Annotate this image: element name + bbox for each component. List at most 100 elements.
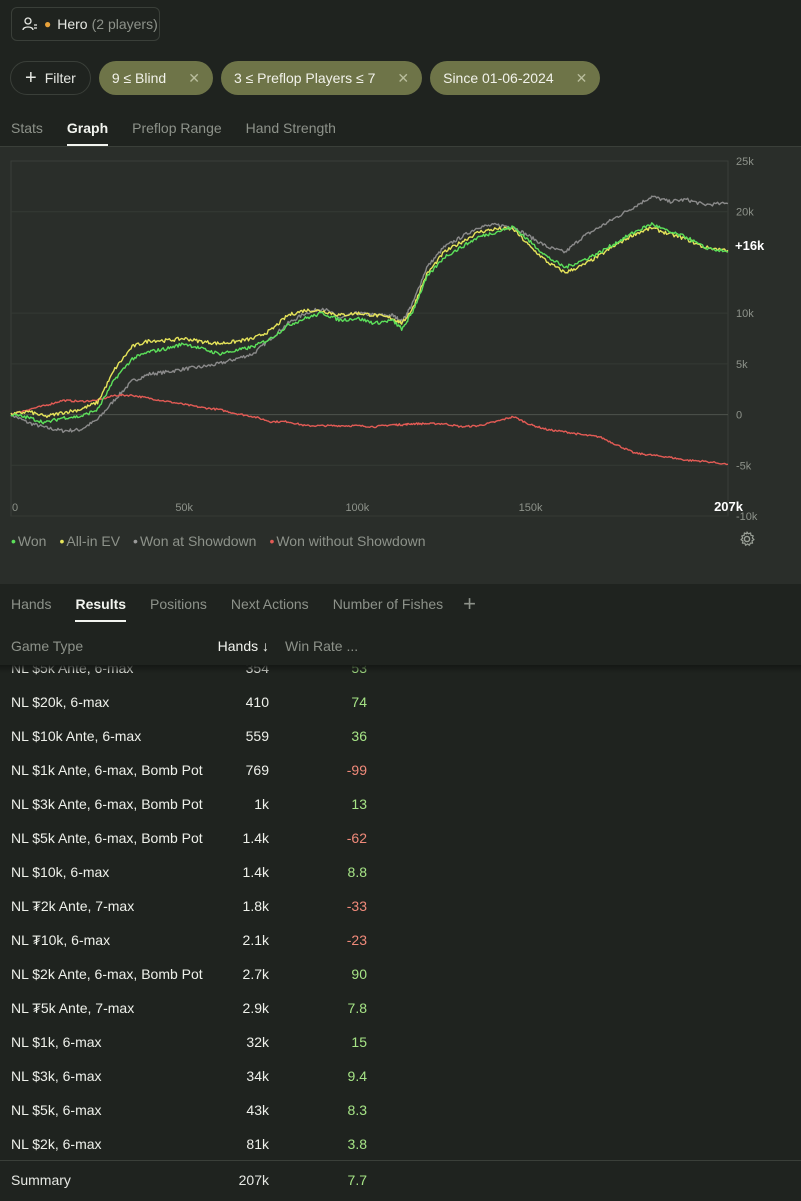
filter-chip-preflop-players[interactable]: 3 ≤ Preflop Players ≤ 7 ✕: [220, 61, 423, 95]
table-row[interactable]: NL $3k Ante, 6-max, Bomb Pot 1k 13: [0, 788, 801, 822]
legend-dot: •: [59, 533, 65, 549]
legend-won[interactable]: • Won: [11, 533, 46, 549]
row-win-rate: -62: [346, 830, 367, 846]
tab-hands[interactable]: Hands: [11, 596, 52, 612]
add-tab-icon[interactable]: +: [463, 591, 477, 616]
row-game-type: NL $2k Ante, 6-max, Bomb Pot: [11, 966, 203, 982]
x-tick-label: 0: [12, 502, 18, 514]
profit-chart: 25k 20k 10k 5k 0 -5k -10k 0 50k 100k 150k +16k 20…: [10, 156, 765, 522]
row-game-type: NL $1k Ante, 6-max, Bomb Pot: [11, 762, 203, 778]
main-tabs: Stats Graph Preflop Range Hand Strength: [11, 120, 336, 146]
legend-dot: •: [133, 533, 138, 549]
table-body: NL $5k Ante, 6-max35453NL $20k, 6-max410…: [0, 665, 801, 1160]
close-icon[interactable]: ✕: [188, 69, 200, 86]
tab-positions[interactable]: Positions: [150, 596, 207, 612]
tab-next-actions[interactable]: Next Actions: [230, 596, 309, 612]
x-tick-label: 150k: [519, 502, 543, 514]
legend-dot: •: [11, 533, 16, 549]
plus-icon: +: [25, 67, 37, 89]
row-hands: 1k: [254, 796, 269, 812]
y-tick-label: 25k: [736, 156, 754, 168]
tab-results[interactable]: Results: [75, 596, 127, 622]
series-lines: [10, 195, 729, 466]
table-row[interactable]: NL $1k, 6-max 32k 15: [0, 1026, 801, 1060]
table-row[interactable]: NL $1k Ante, 6-max, Bomb Pot 769 -99: [0, 754, 801, 788]
filter-chip-blind[interactable]: 9 ≤ Blind ✕: [98, 61, 213, 95]
x-axis: 0 50k 100k 150k: [12, 502, 543, 514]
table-row[interactable]: NL $3k, 6-max 34k 9.4: [0, 1060, 801, 1094]
row-hands: 34k: [246, 1068, 269, 1084]
row-game-type: NL $10k, 6-max: [11, 864, 110, 880]
y-axis: 25k 20k 10k 5k 0 -5k -10k: [736, 156, 758, 522]
legend-label: Won without Showdown: [276, 533, 426, 549]
table-row[interactable]: NL $5k, 6-max 43k 8.3: [0, 1094, 801, 1128]
legend-showdown[interactable]: • Won at Showdown: [133, 533, 256, 549]
row-hands: 2.9k: [242, 1000, 269, 1016]
row-game-type: NL $3k, 6-max: [11, 1068, 102, 1084]
row-hands: 32k: [246, 1034, 269, 1050]
y-tick-label: 10k: [736, 308, 754, 320]
status-dot: ●: [44, 17, 52, 31]
row-hands: 1.4k: [242, 830, 269, 846]
y-tick-label: 0: [736, 410, 742, 422]
row-win-rate: 8.8: [347, 864, 367, 880]
legend-no-showdown[interactable]: • Won without Showdown: [269, 533, 425, 549]
row-win-rate: 36: [351, 728, 367, 744]
players-icon: [22, 17, 37, 31]
table-row[interactable]: NL $2k, 6-max 81k 3.8: [0, 1128, 801, 1160]
row-hands: 43k: [246, 1102, 269, 1118]
player-selector[interactable]: ● Hero (2 players): [11, 7, 160, 41]
legend-label: Won: [17, 533, 47, 549]
table-row[interactable]: NL ₮10k, 6-max 2.1k -23: [0, 924, 801, 958]
row-win-rate: 74: [351, 694, 367, 710]
row-game-type: NL $3k Ante, 6-max, Bomb Pot: [11, 796, 203, 812]
col-hands[interactable]: Hands ↓: [217, 638, 269, 654]
tab-preflop-range[interactable]: Preflop Range: [132, 120, 222, 136]
table-row[interactable]: NL $2k Ante, 6-max, Bomb Pot 2.7k 90: [0, 958, 801, 992]
col-win-rate[interactable]: Win Rate ...: [285, 638, 359, 654]
graph-panel: 25k 20k 10k 5k 0 -5k -10k 0 50k 100k 150k +16k 20…: [0, 147, 801, 584]
row-game-type: NL $5k Ante, 6-max, Bomb Pot: [11, 830, 203, 846]
results-tabs: Hands Results Positions Next Actions Num…: [11, 591, 477, 622]
row-hands: 769: [245, 762, 269, 778]
series-line-won-without-showdown: [10, 393, 729, 466]
tab-graph[interactable]: Graph: [66, 120, 109, 146]
x-tick-label: 50k: [175, 502, 193, 514]
divider: [0, 146, 801, 147]
row-game-type: NL $5k, 6-max: [11, 1102, 102, 1118]
table-row[interactable]: NL $10k Ante, 6-max 559 36: [0, 720, 801, 754]
filter-chip-date[interactable]: Since 01-06-2024 ✕: [430, 61, 601, 95]
add-filter-label: Filter: [44, 70, 76, 86]
row-win-rate: -23: [346, 932, 367, 948]
close-icon[interactable]: ✕: [575, 69, 588, 86]
row-win-rate: 3.8: [347, 1136, 367, 1152]
table-row[interactable]: NL ₮2k Ante, 7-max 1.8k -33: [0, 890, 801, 924]
table-row[interactable]: NL $10k, 6-max 1.4k 8.8: [0, 856, 801, 890]
header-shadow: [0, 665, 801, 673]
end-value-label: +16k: [735, 238, 765, 253]
row-win-rate: 15: [351, 1034, 367, 1050]
legend-allin-ev[interactable]: • All-in EV: [59, 533, 120, 549]
summary-win-rate: 7.7: [347, 1172, 367, 1188]
row-win-rate: -99: [346, 762, 367, 778]
table-row[interactable]: NL $20k, 6-max 410 74: [0, 686, 801, 720]
tab-hand-strength[interactable]: Hand Strength: [245, 120, 336, 136]
tab-stats[interactable]: Stats: [11, 120, 43, 136]
y-tick-label: 5k: [736, 359, 748, 371]
filter-chip-label: 9 ≤ Blind: [111, 70, 167, 86]
table-row[interactable]: NL $5k Ante, 6-max, Bomb Pot 1.4k -62: [0, 822, 801, 856]
table-header: Game Type Hands ↓ Win Rate ...: [0, 632, 801, 665]
row-game-type: NL ₮5k Ante, 7-max: [11, 1000, 135, 1016]
gear-icon[interactable]: [738, 530, 756, 548]
col-game-type[interactable]: Game Type: [11, 638, 84, 654]
row-hands: 1.8k: [242, 898, 269, 914]
close-icon[interactable]: ✕: [397, 69, 410, 86]
row-hands: 81k: [246, 1136, 269, 1152]
table-row[interactable]: NL ₮5k Ante, 7-max 2.9k 7.8: [0, 992, 801, 1026]
legend-label: All-in EV: [66, 533, 121, 549]
tab-number-of-fishes[interactable]: Number of Fishes: [332, 596, 444, 612]
player-name: Hero: [57, 16, 88, 32]
row-game-type: NL ₮10k, 6-max: [11, 932, 111, 948]
chart-legend: • Won • All-in EV • Won at Showdown • Won wi…: [11, 533, 426, 549]
add-filter-button[interactable]: + Filter: [10, 61, 91, 95]
